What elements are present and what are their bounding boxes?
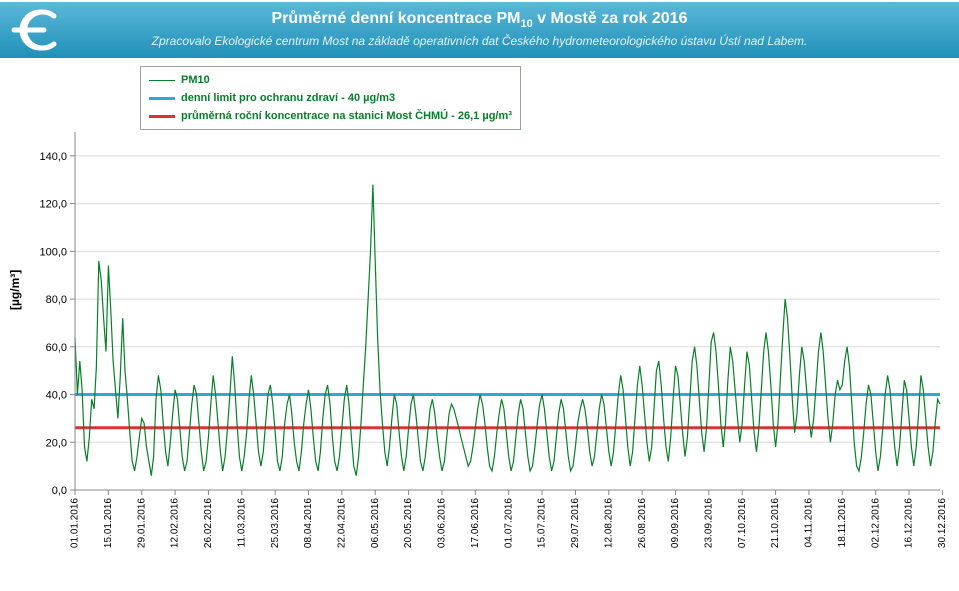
legend-swatch-pm10: [149, 80, 175, 81]
svg-text:100,0: 100,0: [39, 246, 67, 258]
svg-text:22.04.2016: 22.04.2016: [337, 498, 348, 548]
svg-text:06.05.2016: 06.05.2016: [370, 498, 381, 548]
svg-text:29.07.2016: 29.07.2016: [570, 498, 581, 548]
svg-text:25.03.2016: 25.03.2016: [270, 498, 281, 548]
legend-item-limit: denní limit pro ochranu zdraví - 40 µg/m…: [149, 89, 512, 107]
svg-text:20.05.2016: 20.05.2016: [403, 498, 414, 548]
svg-text:08.04.2016: 08.04.2016: [303, 498, 314, 548]
svg-text:04.11.2016: 04.11.2016: [804, 498, 815, 548]
x-ticks: 01.01.2016 15.01.2016 29.01.2016 12.02.2016…: [70, 490, 948, 548]
svg-text:120,0: 120,0: [39, 199, 67, 211]
svg-text:80,0: 80,0: [46, 294, 67, 306]
chart-subtitle: Zpracovalo Ekologické centrum Most na zá…: [0, 30, 959, 48]
legend-label-limit: denní limit pro ochranu zdraví - 40 µg/m…: [181, 89, 395, 107]
svg-text:30.12.2016: 30.12.2016: [937, 498, 948, 548]
svg-text:21.10.2016: 21.10.2016: [770, 498, 781, 548]
svg-text:01.07.2016: 01.07.2016: [503, 498, 514, 548]
svg-text:12.02.2016: 12.02.2016: [170, 498, 181, 548]
svg-text:29.01.2016: 29.01.2016: [136, 498, 147, 548]
legend-item-avg: průměrná roční koncentrace na stanici Mo…: [149, 107, 512, 125]
svg-text:11.03.2016: 11.03.2016: [236, 498, 247, 548]
svg-text:15.07.2016: 15.07.2016: [537, 498, 548, 548]
svg-text:01.01.2016: 01.01.2016: [70, 498, 81, 548]
svg-text:140,0: 140,0: [39, 151, 67, 163]
reference-lines: [75, 395, 940, 428]
chart-area: [µg/m³] 0,020,040,060,080,0100,0120,0140…: [0, 60, 959, 585]
svg-text:26.02.2016: 26.02.2016: [203, 498, 214, 548]
legend-swatch-avg: [149, 115, 175, 118]
chart-svg: 0,0 20,0 40,0 60,0 80,0 100,0 120,0 140,0 01.01…: [0, 60, 959, 585]
svg-text:12.08.2016: 12.08.2016: [603, 498, 614, 548]
title-pre: Průměrné denní koncentrace PM: [272, 10, 521, 27]
svg-text:16.12.2016: 16.12.2016: [904, 498, 915, 548]
legend-label-avg: průměrná roční koncentrace na stanici Mo…: [181, 107, 512, 125]
svg-text:17.06.2016: 17.06.2016: [470, 498, 481, 548]
legend-item-pm10: PM10: [149, 71, 512, 89]
svg-text:09.09.2016: 09.09.2016: [670, 498, 681, 548]
header-bar: Průměrné denní koncentrace PM10 v Mostě …: [0, 0, 959, 60]
svg-text:20,0: 20,0: [46, 437, 67, 449]
svg-text:18.11.2016: 18.11.2016: [837, 498, 848, 548]
data-series: [75, 185, 940, 476]
chart-title: Průměrné denní koncentrace PM10 v Mostě …: [0, 2, 959, 30]
svg-text:60,0: 60,0: [46, 342, 67, 354]
svg-text:40,0: 40,0: [46, 390, 67, 402]
svg-text:07.10.2016: 07.10.2016: [737, 498, 748, 548]
logo: [10, 6, 72, 59]
legend-label-pm10: PM10: [181, 71, 210, 89]
axes: [75, 132, 940, 490]
y-ticks: 0,0 20,0 40,0 60,0 80,0 100,0 120,0 140,0: [39, 151, 75, 497]
legend-swatch-limit: [149, 97, 175, 100]
legend: PM10 denní limit pro ochranu zdraví - 40…: [140, 66, 521, 130]
svg-text:02.12.2016: 02.12.2016: [870, 498, 881, 548]
svg-text:26.08.2016: 26.08.2016: [637, 498, 648, 548]
svg-text:15.01.2016: 15.01.2016: [103, 498, 114, 548]
title-sub: 10: [520, 18, 532, 30]
svg-text:23.09.2016: 23.09.2016: [703, 498, 714, 548]
svg-text:03.06.2016: 03.06.2016: [437, 498, 448, 548]
svg-text:0,0: 0,0: [52, 485, 67, 497]
title-post: v Mostě za rok 2016: [533, 10, 688, 27]
